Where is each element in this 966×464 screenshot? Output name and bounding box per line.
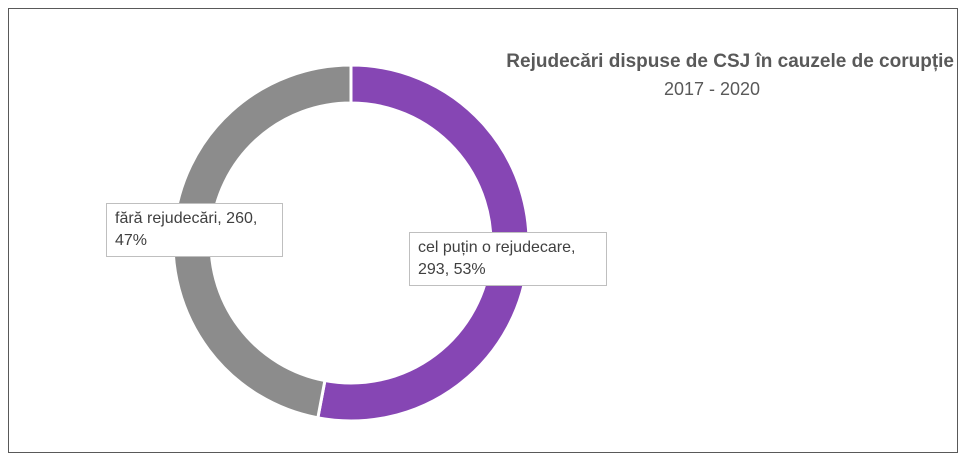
- data-label: cel puțin o rejudecare, 293, 53%: [409, 232, 607, 286]
- chart-subtitle: 2017 - 2020: [664, 79, 760, 99]
- chart-title: Rejudecări dispuse de CSJ în cauzele de …: [506, 51, 954, 72]
- data-label-box: cel puțin o rejudecare, 293, 53%: [409, 232, 607, 286]
- donut-segment: [171, 63, 353, 420]
- donut-segment: [316, 63, 531, 423]
- data-label-box: fără rejudecări, 260, 47%: [106, 203, 283, 257]
- data-label: fără rejudecări, 260, 47%: [106, 203, 283, 257]
